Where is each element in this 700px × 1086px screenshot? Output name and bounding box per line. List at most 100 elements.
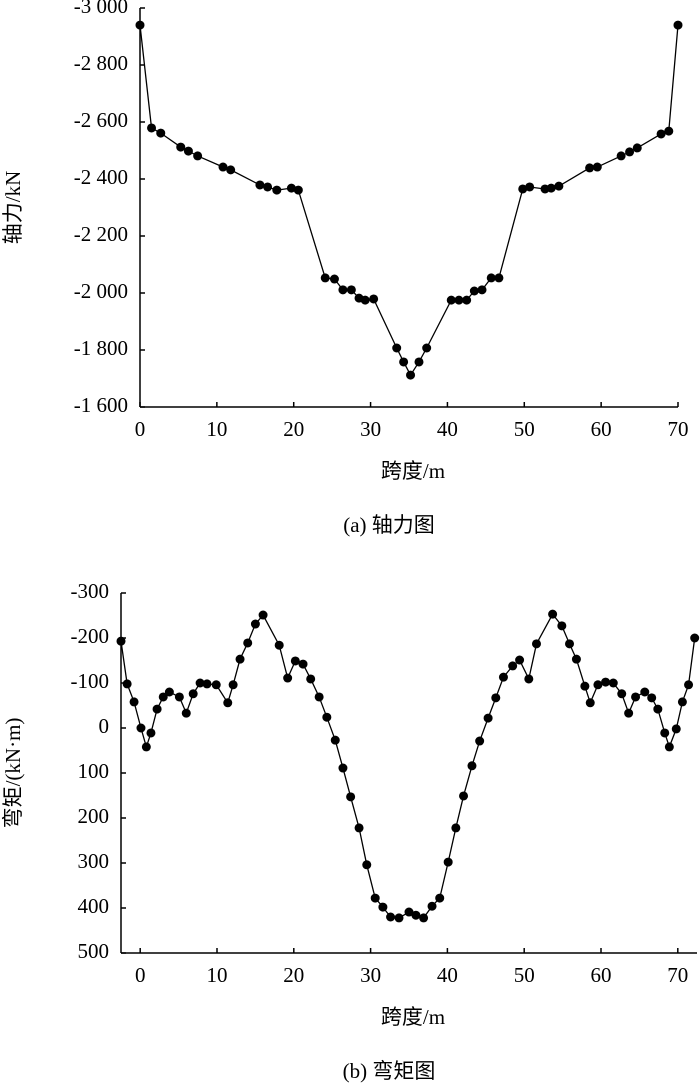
caption: (b) 弯矩图: [343, 1059, 436, 1083]
y-tick-label: 500: [78, 939, 110, 963]
y-tick-label: -1 600: [74, 393, 128, 417]
point: [508, 661, 518, 671]
point: [571, 654, 581, 664]
point: [129, 697, 139, 707]
y-tick-label: -2 800: [74, 51, 128, 75]
point: [677, 697, 687, 707]
point: [193, 151, 203, 161]
point: [346, 285, 356, 295]
x-tick-label: 30: [360, 417, 381, 441]
point: [427, 901, 437, 911]
point: [625, 147, 635, 157]
point: [664, 742, 674, 752]
y-tick-label: -100: [71, 669, 110, 693]
point: [515, 655, 525, 665]
point: [483, 713, 493, 723]
point: [631, 692, 641, 702]
point: [422, 343, 432, 353]
point: [608, 678, 618, 688]
point: [164, 687, 174, 697]
point: [640, 687, 650, 697]
point: [274, 640, 284, 650]
x-tick-label: 20: [283, 963, 304, 987]
point: [419, 913, 429, 923]
x-tick-label: 0: [135, 417, 146, 441]
point: [435, 893, 445, 903]
point: [156, 128, 166, 138]
point: [211, 680, 221, 690]
point: [135, 20, 145, 30]
point: [660, 728, 670, 738]
point: [136, 723, 146, 733]
x-tick-label: 10: [206, 417, 227, 441]
point: [632, 143, 642, 153]
point: [226, 165, 236, 175]
x-tick-label: 30: [360, 963, 381, 987]
point: [664, 126, 674, 136]
y-tick-label: 100: [78, 759, 110, 783]
x-tick-label: 0: [135, 963, 146, 987]
point: [116, 636, 126, 646]
point: [293, 185, 303, 195]
point: [181, 708, 191, 718]
x-tick-label: 70: [668, 417, 689, 441]
point: [320, 273, 330, 283]
y-tick-label: -3 000: [74, 0, 128, 18]
point: [673, 20, 683, 30]
point: [469, 286, 479, 296]
y-tick-label: -1 800: [74, 336, 128, 360]
point: [494, 273, 504, 283]
point: [283, 673, 293, 683]
point: [158, 692, 168, 702]
point: [454, 295, 464, 305]
point: [338, 763, 348, 773]
y-tick-label: -2 400: [74, 165, 128, 189]
point: [690, 633, 700, 643]
point: [329, 274, 339, 284]
point: [354, 823, 364, 833]
y-tick-label: 0: [99, 714, 110, 738]
point: [446, 295, 456, 305]
point: [585, 163, 595, 173]
point: [314, 692, 324, 702]
point: [290, 656, 300, 666]
point: [188, 689, 198, 699]
point: [616, 151, 626, 161]
point: [671, 724, 681, 734]
x-axis-title: 跨度/m: [381, 1005, 445, 1029]
line: [120, 612, 696, 919]
line: [139, 25, 679, 377]
point: [378, 902, 388, 912]
point: [346, 792, 356, 802]
y-tick-label: -2 200: [74, 222, 128, 246]
point: [459, 791, 469, 801]
y-tick-label: -2 000: [74, 279, 128, 303]
point: [617, 689, 627, 699]
point: [362, 860, 372, 870]
point: [443, 857, 453, 867]
point: [546, 183, 556, 193]
point: [369, 294, 379, 304]
point: [467, 761, 477, 771]
point: [554, 181, 564, 191]
y-tick-label: 400: [78, 894, 110, 918]
point: [411, 910, 421, 920]
point: [370, 893, 380, 903]
point: [593, 680, 603, 690]
point: [525, 182, 535, 192]
point: [656, 129, 666, 139]
x-tick-label: 20: [283, 417, 304, 441]
caption: (a) 轴力图: [343, 513, 435, 537]
point: [183, 146, 193, 156]
point: [498, 672, 508, 682]
point: [580, 681, 590, 691]
point: [684, 680, 694, 690]
point: [141, 742, 151, 752]
point: [394, 913, 404, 923]
point: [152, 704, 162, 714]
point: [406, 370, 416, 380]
point: [653, 704, 663, 714]
point: [531, 639, 541, 649]
x-tick-label: 60: [591, 963, 612, 987]
point: [386, 912, 396, 922]
